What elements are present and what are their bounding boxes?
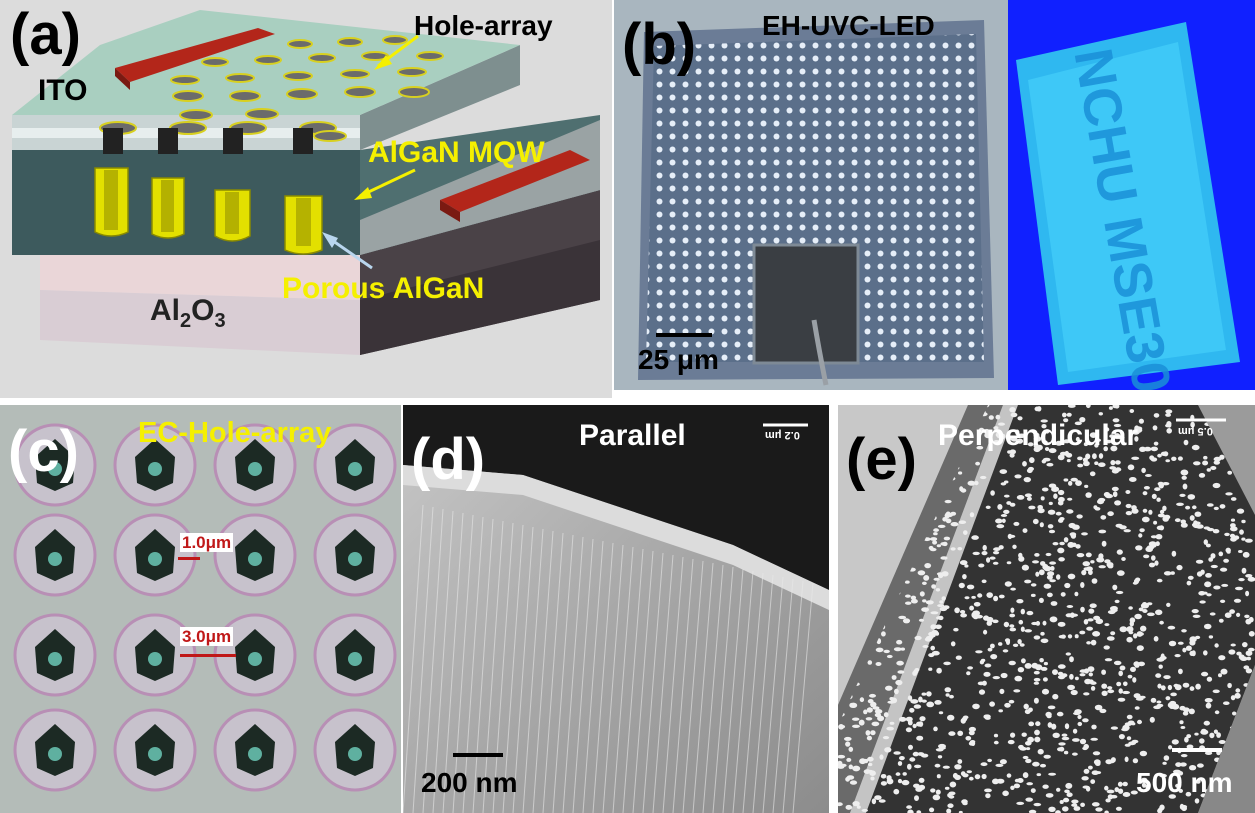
hole — [113, 423, 197, 507]
mqw-label: AlGaN MQW — [368, 136, 545, 169]
tem-perpendicular-image — [838, 405, 1255, 813]
led-chip-image — [614, 0, 1008, 390]
panel-c-hole-array-micrograph: (c) EC-Hole-array 1.0μm 3.0μm — [0, 405, 401, 813]
panel-b-label: (b) — [622, 12, 697, 77]
hole — [313, 513, 397, 597]
porous-label: Porous AlGaN — [282, 272, 485, 305]
parallel-title: Parallel — [579, 419, 686, 452]
panel-a-device-schematic: (a) Hole-array ITO AlGaN MQW Porous AlGa… — [0, 0, 612, 398]
sapphire-label: Al2O3 — [150, 294, 226, 332]
hole — [313, 708, 397, 792]
measure-1: 1.0μm — [180, 533, 234, 552]
measure-2-bar — [180, 654, 236, 657]
hole — [113, 708, 197, 792]
hole — [13, 423, 97, 507]
hole — [213, 708, 297, 792]
hole — [13, 708, 97, 792]
panel-d-micro-scale: 0.2 μm — [765, 429, 800, 441]
panel-d-tem-parallel: (d) Parallel 0.2 μm 200 nm — [403, 405, 829, 813]
hole — [113, 513, 197, 597]
hole — [13, 513, 97, 597]
sapphire-o: O — [191, 294, 215, 327]
sapphire-al: Al — [150, 294, 180, 327]
uv-emission-image — [1008, 0, 1255, 390]
panel-e-micro-scale: 0.5 μm — [1178, 425, 1213, 437]
panel-c-label: (c) — [8, 419, 79, 484]
hole — [213, 423, 297, 507]
hole — [213, 513, 297, 597]
panel-d-label: (d) — [411, 427, 486, 492]
sapphire-sub-3: 3 — [214, 310, 226, 332]
hole-array-grid — [0, 405, 401, 813]
sapphire-sub-2: 2 — [180, 310, 192, 332]
hole — [313, 613, 397, 697]
device-schematic-drawing — [12, 10, 600, 355]
panel-e-tem-perpendicular: (e) Perpendicular 0.5 μm 500 nm — [838, 405, 1255, 813]
hole-array-title: EC-Hole-array — [138, 417, 332, 449]
led-title: EH-UVC-LED — [762, 10, 935, 41]
perpendicular-title: Perpendicular — [938, 419, 1139, 452]
panel-e-scale: 500 nm — [1136, 767, 1233, 798]
panel-b-scale: 25 μm — [638, 344, 719, 375]
panel-a-label: (a) — [10, 2, 81, 67]
panel-b-uv-emission: NCHU MSE30 — [1008, 0, 1255, 390]
hole — [313, 423, 397, 507]
hole — [213, 613, 297, 697]
panel-e-label: (e) — [846, 427, 917, 492]
panel-b-led-photo: (b) EH-UVC-LED 25 μm — [614, 0, 1008, 390]
hole — [113, 613, 197, 697]
measure-2: 3.0μm — [180, 627, 234, 646]
panel-d-scale: 200 nm — [421, 767, 518, 798]
hole — [13, 613, 97, 697]
measure-1-bar — [178, 557, 200, 560]
hole-array-label: Hole-array — [414, 10, 553, 41]
ito-label: ITO — [38, 74, 88, 107]
tem-parallel-image — [403, 405, 829, 813]
